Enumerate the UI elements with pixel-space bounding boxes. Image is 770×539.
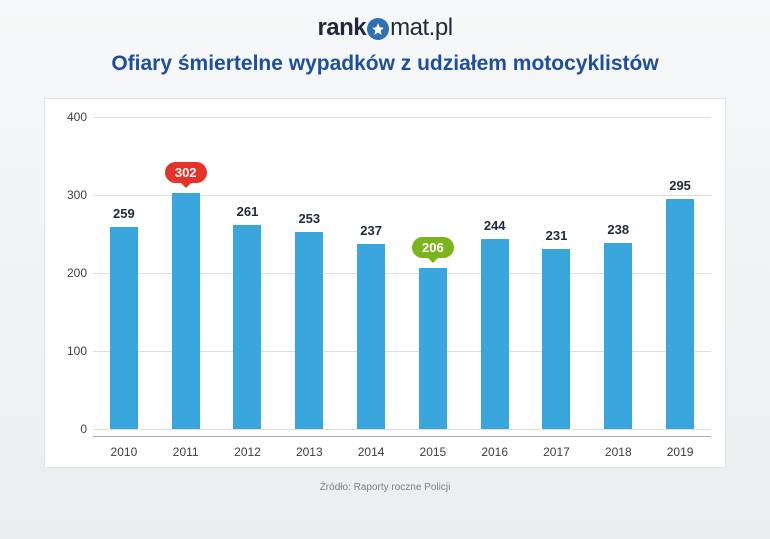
bar-slot: 295 [649, 117, 711, 429]
bar-value-label: 261 [237, 204, 259, 219]
bars-group: 259 302 261 253 237 206 244 231 238 295 [93, 117, 711, 429]
y-tick-label: 0 [55, 422, 87, 436]
x-tick-label: 2018 [587, 445, 649, 459]
bar-value-label: 302 [165, 162, 207, 183]
bar [110, 227, 138, 429]
bar [666, 199, 694, 429]
x-tick-label: 2012 [217, 445, 279, 459]
bar [295, 232, 323, 429]
y-tick-label: 100 [55, 344, 87, 358]
y-tick-label: 300 [55, 188, 87, 202]
bar-slot: 238 [587, 117, 649, 429]
logo-part-1: rank [317, 14, 366, 42]
bar [357, 244, 385, 429]
gridline [93, 429, 711, 430]
plot-area: 0100200300400259302261253237206244231238… [93, 117, 711, 429]
source-text: Źródło: Raporty roczne Policji [320, 482, 451, 493]
x-tick-label: 2013 [278, 445, 340, 459]
y-tick-label: 400 [55, 110, 87, 124]
bar-slot: 259 [93, 117, 155, 429]
bar [172, 193, 200, 429]
bar-value-label: 237 [360, 223, 382, 238]
bar-slot: 206 [402, 117, 464, 429]
chart-title: Ofiary śmiertelne wypadków z udziałem mo… [111, 52, 658, 76]
x-tick-label: 2017 [526, 445, 588, 459]
logo-part-2: mat [390, 14, 429, 42]
bar [481, 239, 509, 429]
bar-slot: 261 [217, 117, 279, 429]
brand-logo: rank mat .pl [317, 14, 452, 42]
chart-container: 0 100 200 300 400 259 302 261 253 237 206 244 231 238… [44, 98, 726, 468]
bar-value-label: 259 [113, 206, 135, 221]
bar-value-label: 238 [607, 222, 629, 237]
star-icon [367, 18, 389, 40]
x-tick-label: 2011 [155, 445, 217, 459]
bar-slot: 244 [464, 117, 526, 429]
bar-value-label: 244 [484, 218, 506, 233]
bar-slot: 237 [340, 117, 402, 429]
x-tick-label: 2019 [649, 445, 711, 459]
bar [233, 225, 261, 429]
logo-part-3: .pl [429, 14, 453, 42]
bar-value-label: 231 [546, 228, 568, 243]
bar [542, 249, 570, 429]
x-tick-label: 2015 [402, 445, 464, 459]
bar-slot: 231 [526, 117, 588, 429]
bar-value-label: 206 [412, 237, 454, 258]
bar-slot: 253 [278, 117, 340, 429]
x-tick-label: 2014 [340, 445, 402, 459]
bar [604, 243, 632, 429]
y-tick-label: 200 [55, 266, 87, 280]
x-tick-label: 2016 [464, 445, 526, 459]
bar-value-label: 295 [669, 178, 691, 193]
x-tick-label: 2010 [93, 445, 155, 459]
bar-value-label: 253 [298, 211, 320, 226]
bar [419, 268, 447, 429]
x-axis: 2010201120122013201420152016201720182019 [93, 436, 711, 459]
bar-slot: 302 [155, 117, 217, 429]
